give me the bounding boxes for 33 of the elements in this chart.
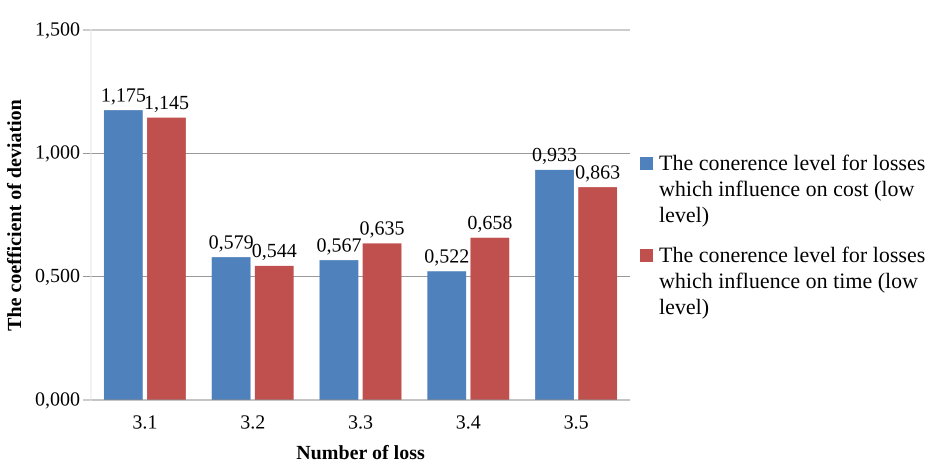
x-tick-label: 3.3 <box>348 411 373 434</box>
bar <box>470 238 510 400</box>
bar <box>427 271 466 400</box>
data-label: 0,658 <box>467 212 512 234</box>
bar <box>104 110 143 400</box>
x-tick-label: 3.2 <box>240 411 266 434</box>
data-label: 0,544 <box>252 240 297 262</box>
data-label: 0,579 <box>208 231 254 254</box>
data-label: 0,635 <box>360 218 405 240</box>
bar <box>320 260 358 400</box>
data-label: 0,522 <box>424 245 470 268</box>
legend-label: The conerence level for losses which influence on time (low level) <box>659 242 926 320</box>
y-tick-label: 0,500 <box>35 264 80 287</box>
x-axis-title: Number of loss <box>296 442 425 464</box>
bar <box>578 187 618 400</box>
bar <box>212 257 251 400</box>
data-label: 0,933 <box>532 144 578 166</box>
y-tick-label: 1,500 <box>35 18 80 40</box>
data-label: 0,863 <box>575 161 620 184</box>
data-label: 1,145 <box>144 92 189 114</box>
bar <box>362 243 402 400</box>
legend-label: The conerence level for losses which influence on cost (low level) <box>659 150 926 228</box>
bar <box>535 170 574 400</box>
bar <box>254 266 294 400</box>
y-axis-title: The coefficient of deviation <box>4 99 26 331</box>
x-tick-label: 3.1 <box>132 411 158 434</box>
y-tick-label: 0,000 <box>35 388 80 410</box>
bar <box>147 118 186 400</box>
data-label: 1,175 <box>100 84 146 106</box>
x-tick-label: 3.4 <box>456 411 481 434</box>
data-label: 0,567 <box>316 234 362 256</box>
y-tick-label: 1,000 <box>35 142 80 164</box>
x-tick-label: 3.5 <box>564 411 589 434</box>
